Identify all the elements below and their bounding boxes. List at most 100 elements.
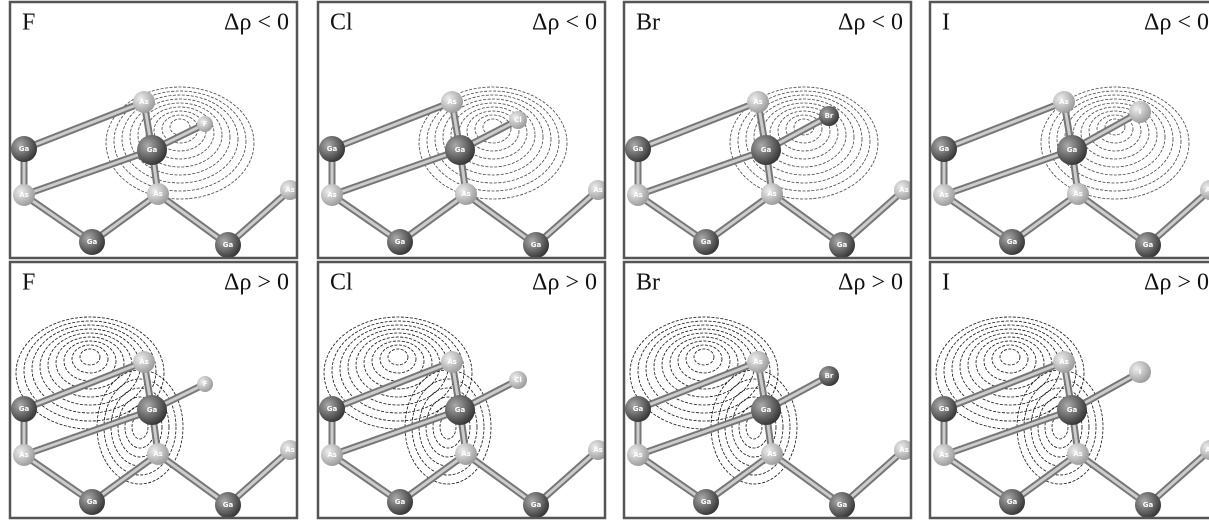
atom-label: As (285, 446, 295, 454)
atom-label: Ga (761, 406, 772, 414)
atom-label: As (461, 190, 471, 198)
atom-label: Ga (1067, 146, 1078, 154)
bond-highlight (638, 362, 758, 409)
atom-label: As (327, 191, 337, 199)
atom-label: Ga (87, 238, 98, 246)
panel: AsGaGaAsAsAsGaGaIIΔρ < 0 (930, 2, 1209, 258)
adsorbate-label: I (1139, 108, 1142, 116)
panel: AsGaGaAsAsAsGaGaClClΔρ < 0 (318, 2, 608, 258)
atom-label: As (1073, 450, 1083, 458)
contour (24, 321, 156, 421)
panel-condition: Δρ > 0 (1144, 270, 1209, 296)
panel-element: Cl (330, 10, 353, 36)
atom-label: Ga (1143, 501, 1154, 509)
atom-label: As (753, 98, 763, 106)
atom-label: As (1073, 190, 1083, 198)
bond-highlight (24, 150, 152, 195)
atom-label: Ga (761, 146, 772, 154)
atom-label: Ga (701, 498, 712, 506)
atom-label: Ga (87, 498, 98, 506)
atom-label: As (139, 358, 149, 366)
atom-label: Ga (837, 501, 848, 509)
contour (944, 321, 1076, 421)
panel: AsGaGaAsAsAsGaGaFFΔρ > 0 (10, 262, 300, 518)
atom-label: As (19, 451, 29, 459)
atom-label: Ga (837, 241, 848, 249)
atom-label: Ga (223, 241, 234, 249)
atom-label: Ga (701, 238, 712, 246)
adsorbate-label: F (203, 120, 208, 128)
atom-label: Ga (327, 145, 338, 153)
bond-highlight (944, 362, 1064, 409)
atom-label: Ga (1067, 406, 1078, 414)
adsorbate-label: I (1139, 368, 1142, 376)
panel-element: Cl (330, 270, 353, 296)
bond-highlight (638, 102, 758, 149)
atom-label: As (593, 446, 603, 454)
atom-label: Ga (455, 406, 466, 414)
contour (332, 321, 464, 421)
atom-label: As (899, 446, 909, 454)
atom-label: As (1205, 186, 1209, 194)
contour (1000, 349, 1020, 365)
panel: AsGaGaAsAsAsGaGaBrBrΔρ > 0 (624, 262, 914, 518)
atom-label: Ga (19, 405, 30, 413)
atom-label: Ga (395, 498, 406, 506)
atom-label: As (1205, 446, 1209, 454)
atom-label: Ga (633, 405, 644, 413)
bond-highlight (332, 150, 460, 195)
atom-label: As (461, 450, 471, 458)
bond-highlight (944, 150, 1072, 195)
panel-condition: Δρ < 0 (838, 10, 903, 36)
adsorbate-label: Br (825, 112, 834, 120)
panel-content: AsGaGaAsAsAsGaGaBr (625, 317, 914, 518)
adsorbate-label: Cl (514, 116, 522, 124)
contour (638, 321, 770, 421)
atom-label: As (1059, 98, 1069, 106)
atom-label: Ga (395, 238, 406, 246)
bond-highlight (24, 362, 144, 409)
atom-label: As (939, 191, 949, 199)
contour (80, 349, 100, 365)
atom-label: As (139, 98, 149, 106)
atom-label: Ga (455, 146, 466, 154)
contour (388, 349, 408, 365)
atom-label: As (153, 450, 163, 458)
panel-element: F (22, 10, 35, 36)
panel-element: Br (636, 270, 660, 296)
panel-element: F (22, 270, 35, 296)
atom-label: Ga (147, 406, 158, 414)
atom-label: Ga (147, 146, 158, 154)
adsorbate-label: F (203, 380, 208, 388)
atom-label: As (633, 191, 643, 199)
panel-content: As Ga Ga As As As Ga Ga F (11, 317, 300, 518)
atom-label: As (899, 186, 909, 194)
atom-label: Ga (531, 501, 542, 509)
atom-label: As (327, 451, 337, 459)
panel-condition: Δρ > 0 (532, 270, 597, 296)
bond-highlight (638, 150, 766, 195)
atom-label: Ga (223, 501, 234, 509)
atom-label: Ga (633, 145, 644, 153)
panel-content: AsGaGaAsAsAsGaGaI (931, 317, 1209, 518)
atom-label: Ga (939, 145, 950, 153)
figure: As Ga Ga As As As Ga Ga F F Δρ < 0 As Ga Ga As As As Ga Ga… (0, 0, 1209, 520)
panel: AsGaGaAsAsAsGaGaFFΔρ < 0 (10, 2, 300, 258)
bond-highlight (944, 102, 1064, 149)
panel-condition: Δρ < 0 (224, 10, 289, 36)
atom-label: Ga (939, 405, 950, 413)
atom-label: Ga (19, 145, 30, 153)
adsorbate-label: Cl (514, 376, 522, 384)
atom-label: Ga (1007, 498, 1018, 506)
panel-condition: Δρ < 0 (532, 10, 597, 36)
panel-element: I (942, 270, 950, 296)
atom-label: As (753, 358, 763, 366)
bond-highlight (332, 102, 452, 149)
panel-element: I (942, 10, 950, 36)
atom-label: As (447, 98, 457, 106)
